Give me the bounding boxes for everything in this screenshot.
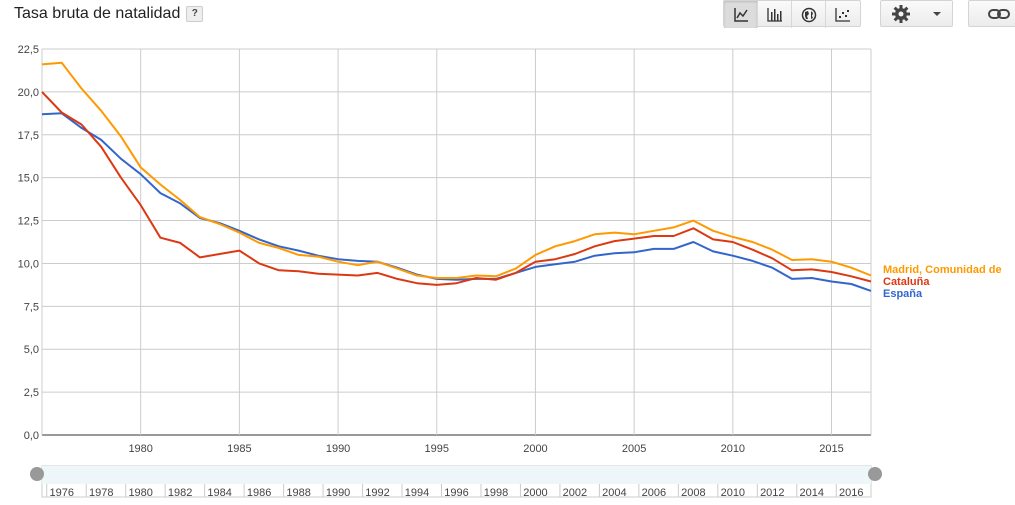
page-title: Tasa bruta de natalidad? <box>14 5 204 23</box>
y-tick-label: 2,5 <box>24 387 39 399</box>
series-line <box>41 61 872 279</box>
x-axis: 1980 1985 1990 1995 2000 2005 2010 2015 <box>128 443 843 455</box>
link-icon <box>988 8 1010 19</box>
chart-title: Tasa bruta de natalidad <box>14 5 181 22</box>
timeline-label: 2014 <box>800 487 824 499</box>
timeline-label: 1992 <box>365 487 389 499</box>
timeline-label: 1996 <box>444 487 468 499</box>
x-tick-label: 1995 <box>425 443 449 455</box>
legend-label: Madrid, Comunidad de <box>883 264 1002 276</box>
y-axis: 0,0 2,5 5,0 7,5 10,0 12,5 15,0 17,5 20,0 22,5 <box>18 44 39 442</box>
help-button[interactable]: ? <box>186 6 204 22</box>
timeline-label: 1978 <box>89 487 113 499</box>
timeline-label: 2008 <box>681 487 705 499</box>
timeline-label: 2012 <box>760 487 784 499</box>
legend-label: Cataluña <box>883 276 930 288</box>
timeline-label: 1994 <box>405 487 429 499</box>
y-tick-label: 0,0 <box>24 430 39 442</box>
timeline-label: 1982 <box>168 487 192 499</box>
line-chart-button[interactable] <box>724 1 758 28</box>
y-tick-label: 10,0 <box>18 258 39 270</box>
map-chart-button[interactable] <box>792 1 826 28</box>
y-tick-label: 12,5 <box>18 216 39 228</box>
timeline-label: 1988 <box>286 487 310 499</box>
link-toolbar <box>968 0 1015 27</box>
link-button[interactable] <box>968 0 1015 27</box>
y-tick-label: 7,5 <box>24 301 39 313</box>
timeline-label: 1998 <box>484 487 508 499</box>
timeline-range <box>42 466 871 484</box>
timeline-label: 2016 <box>839 487 863 499</box>
chart-type-toolbar <box>723 0 861 28</box>
settings-button[interactable] <box>880 0 953 27</box>
scatter-chart-button[interactable] <box>826 1 860 28</box>
timeline-label: 2004 <box>602 487 626 499</box>
timeline-label: 2000 <box>523 487 547 499</box>
x-tick-label: 2005 <box>622 443 646 455</box>
timeline-label: 2010 <box>721 487 745 499</box>
legend-label: España <box>883 288 923 300</box>
y-tick-label: 20,0 <box>18 87 39 99</box>
line-chart-icon <box>733 7 748 22</box>
timeline-label: 2002 <box>563 487 587 499</box>
settings-toolbar <box>880 0 953 27</box>
bar-chart-icon <box>766 7 782 22</box>
timeline-label: 1976 <box>49 487 73 499</box>
x-tick-label: 1985 <box>227 443 251 455</box>
x-tick-label: 2000 <box>523 443 547 455</box>
series-line <box>41 91 872 286</box>
timeline-label: 1980 <box>128 487 152 499</box>
y-tick-label: 15,0 <box>18 173 39 185</box>
x-tick-label: 1990 <box>326 443 350 455</box>
x-tick-label: 2015 <box>819 443 843 455</box>
gear-icon <box>892 4 911 23</box>
series-line <box>41 112 872 292</box>
y-tick-label: 17,5 <box>18 130 39 142</box>
timeline-label: 1986 <box>247 487 271 499</box>
bar-chart-button[interactable] <box>758 1 792 28</box>
chevron-down-icon <box>932 11 941 16</box>
timeline-label: 1990 <box>326 487 350 499</box>
timeline-slider[interactable]: 1976 1978 1980 1982 1984 1986 1988 1990 1992 1994… <box>30 465 882 499</box>
globe-map-icon <box>801 7 816 22</box>
timeline-handle-left <box>30 467 44 481</box>
chart-series-lines <box>41 61 872 292</box>
timeline-label: 1984 <box>207 487 231 499</box>
y-tick-label: 5,0 <box>24 344 39 356</box>
timeline-label: 2006 <box>642 487 666 499</box>
timeline-handle-right <box>868 467 882 481</box>
x-tick-label: 1980 <box>128 443 152 455</box>
y-tick-label: 22,5 <box>18 44 39 56</box>
scatter-chart-icon <box>835 7 850 22</box>
chart-grid <box>41 48 872 436</box>
x-tick-label: 2010 <box>721 443 745 455</box>
